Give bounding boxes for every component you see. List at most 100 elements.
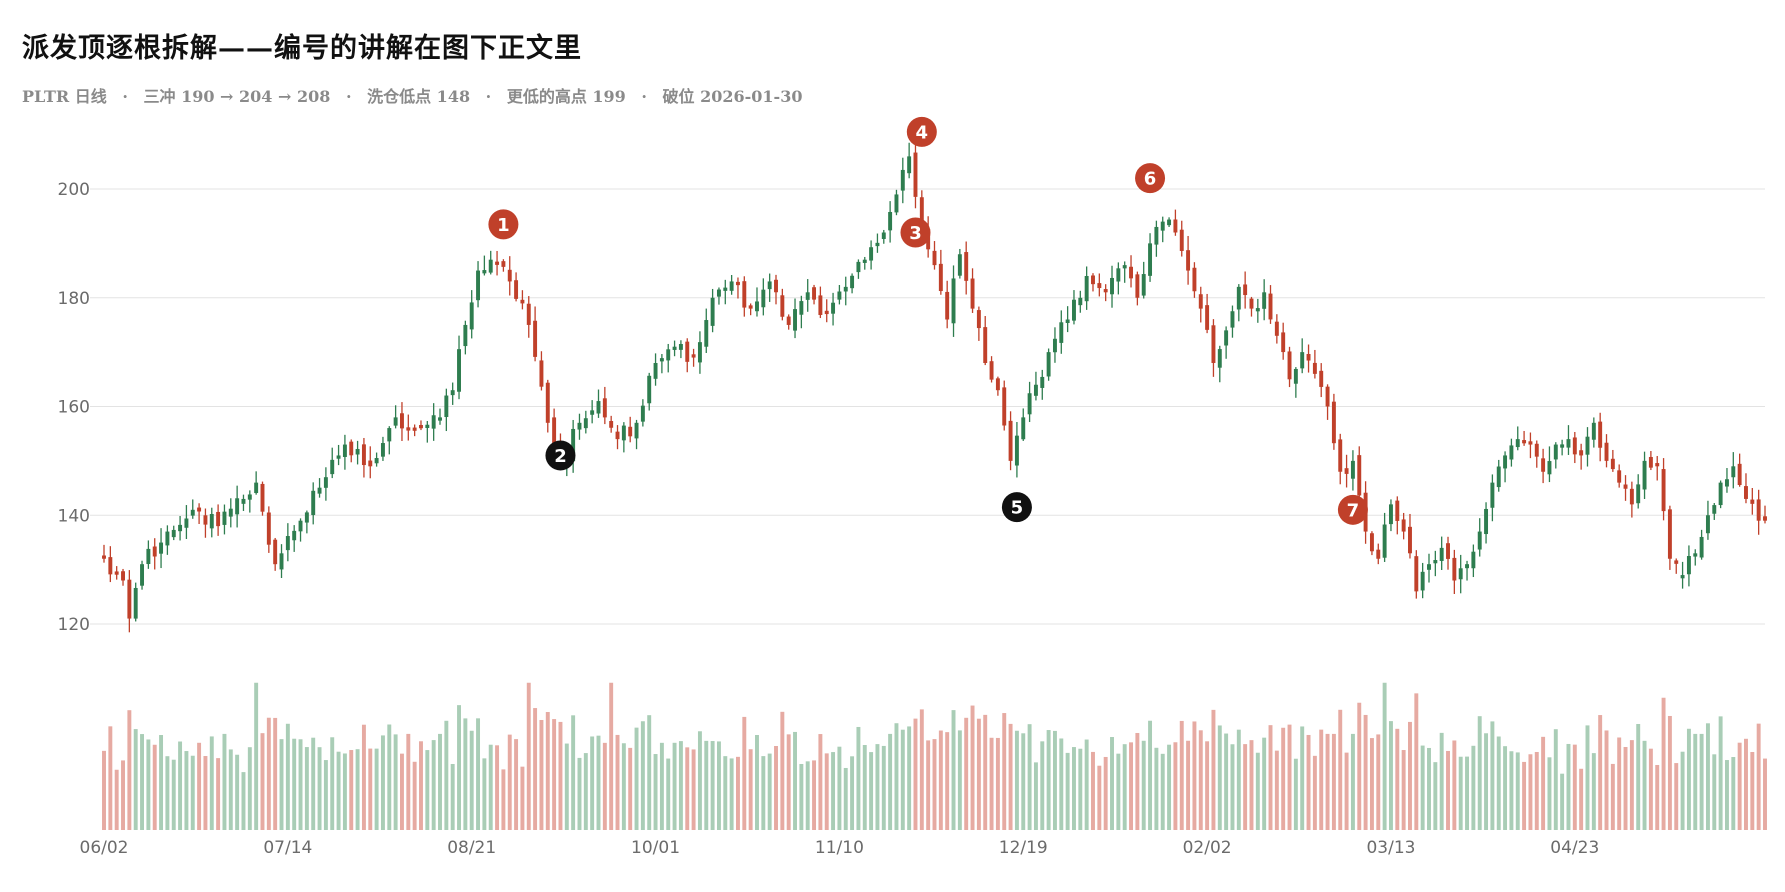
candle-body [1008,420,1013,461]
candle-body [704,320,709,347]
candle [1680,561,1685,589]
candle-body [1427,564,1431,570]
candle-body [1458,568,1463,580]
volume-bar [380,735,385,830]
candle-body [1160,221,1165,231]
volume-bar [1408,721,1412,830]
volume-bar [1522,761,1527,830]
y-tick-label-140: 140 [58,506,90,526]
candle [317,478,322,498]
volume-bar [1369,738,1374,830]
candle-body [165,531,170,546]
volume-bar [1617,737,1622,830]
candle [159,528,164,569]
candle [609,415,614,433]
volume-bar [558,721,563,830]
candle-body [1490,482,1495,508]
candle-body [1319,370,1324,387]
candle [964,241,969,295]
volume-bar [1211,709,1216,830]
volume-bar [1560,773,1565,830]
candle-body [1401,519,1406,532]
candle [247,490,252,513]
candle [368,446,373,479]
candle-body [1604,442,1609,461]
candle [1433,550,1438,577]
candle-body [1376,549,1381,559]
volume-bar [1395,728,1400,830]
volume-bar [425,750,430,830]
candle [1350,450,1355,491]
volume-bar [659,742,664,830]
volume-bar [640,721,645,830]
candle [1648,451,1653,471]
volume-bar [767,753,772,830]
volume-bar [1192,721,1197,830]
volume-bar [894,723,899,830]
volume-bar [374,748,379,830]
volume-bar [1052,730,1057,830]
x-tick-label-12-19: 12/19 [999,838,1048,858]
marker-label: 3 [909,223,922,244]
subtitle-ticker: PLTR 日线 [22,87,107,106]
volume-bar [482,758,487,830]
candle-body [127,579,132,619]
candle [374,452,379,467]
volume-bar [647,715,652,830]
volume-bar [951,710,956,830]
candle-body [438,417,442,421]
volume-bar [1021,733,1026,830]
candle [285,523,290,562]
volume-bar [1553,729,1558,830]
candle [1490,474,1495,522]
volume-bar [1484,733,1489,830]
candle-body [1731,466,1736,478]
candle-body [1744,486,1748,499]
volume-bar [1179,720,1184,830]
candle-body [108,557,113,575]
volume-bar [121,760,125,830]
volume-bar [805,761,810,830]
volume-bar [1509,751,1514,830]
volume-bar [1141,740,1146,830]
candle [1427,553,1431,583]
candle [793,298,797,339]
volume-bar [1724,760,1729,830]
volume-bar [1249,740,1254,830]
volume-bar [1598,715,1603,830]
candle [1325,384,1330,420]
candle [628,416,633,443]
volume-bar [1281,727,1286,830]
candle [323,467,328,501]
candle-body [1617,470,1622,483]
volume-bar [400,753,404,830]
candle-layer [102,139,1767,633]
candle [254,471,259,495]
volume-bar [317,747,322,830]
candle-body [1249,298,1254,309]
candle [108,546,113,583]
x-tick-label-03-13: 03/13 [1366,838,1415,858]
x-tick-label-10-01: 10/01 [631,838,680,858]
candle-body [672,346,677,350]
candle [488,250,493,275]
subtitle-breakdown: 破位 2026-01-30 [662,87,803,106]
candle-body [824,310,829,315]
volume-bar [621,743,626,830]
candle-body [450,390,455,396]
candle [336,444,341,466]
candle-body [957,254,962,276]
volume-bar [1033,762,1038,830]
volume-bar [970,705,975,830]
candle-body [615,431,620,440]
candle [1731,452,1736,489]
candle [292,525,297,552]
candle-body [678,344,683,350]
candle-body [685,341,690,362]
candle [1395,496,1400,535]
candle-body [495,261,500,265]
volume-bar [818,734,823,830]
candle-body [1350,460,1355,479]
candle [1623,475,1628,501]
candle [222,504,227,535]
